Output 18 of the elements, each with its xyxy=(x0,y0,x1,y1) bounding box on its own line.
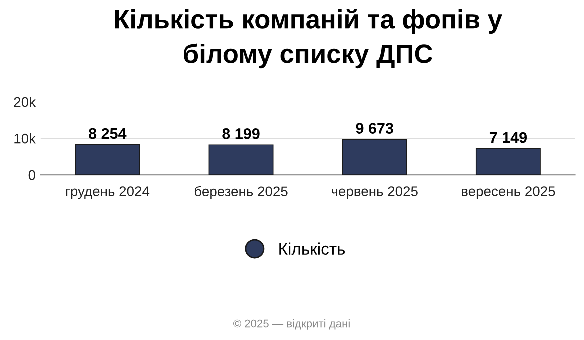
text: © 2025 — відкриті дані xyxy=(234,320,350,330)
bar xyxy=(208,144,274,176)
bar xyxy=(476,148,541,176)
x-tick-label: вересень 2025 xyxy=(462,186,556,200)
x-tick-label: грудень 2024 xyxy=(66,186,150,200)
chart-title: Кількість компаній та фопів у білому списку ДПС xyxy=(115,8,502,69)
y-tick-label: 10k xyxy=(14,134,36,144)
y-tick-label: 0 xyxy=(28,170,36,180)
legend-label: Кількість xyxy=(280,242,346,256)
y-tick-label: 20k xyxy=(14,96,36,108)
data-label: 8 199 xyxy=(222,128,260,140)
bar xyxy=(342,139,408,176)
data-label: 8 254 xyxy=(89,128,127,140)
x-tick-label: червень 2025 xyxy=(332,186,418,200)
data-label: 7 149 xyxy=(490,132,527,144)
x-tick-label: березень 2025 xyxy=(194,186,288,200)
bar xyxy=(75,144,140,176)
data-label: 9 673 xyxy=(356,123,394,134)
